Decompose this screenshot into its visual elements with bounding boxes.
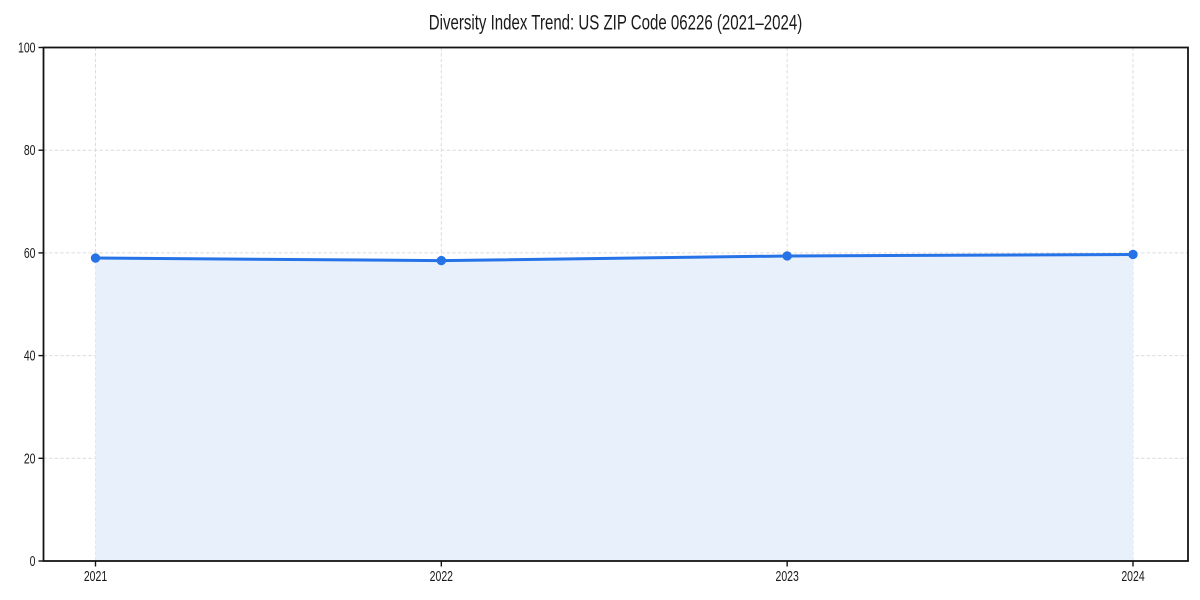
- y-tick-label-60: 60: [24, 244, 36, 261]
- chart-title: Diversity Index Trend: US ZIP Code 06226…: [429, 10, 802, 34]
- trend-line: [94, 252, 1135, 263]
- data-point-2022: [436, 255, 447, 266]
- x-tick-label-2021: 2021: [84, 567, 107, 584]
- y-tick-label-20: 20: [24, 449, 36, 466]
- x-tick-label-2024: 2024: [1121, 567, 1144, 584]
- y-tick-label-80: 80: [24, 141, 36, 158]
- data-point-2024: [1128, 249, 1138, 260]
- x-tick-label-2022: 2022: [430, 567, 453, 584]
- y-tick-label-100: 100: [18, 39, 36, 56]
- data-point-2023: [782, 251, 792, 261]
- y-tick-label-40: 40: [24, 347, 36, 364]
- plot-border: [42, 46, 1189, 562]
- data-point-2021: [90, 253, 101, 263]
- plot-area: 0 20 40 60 80 100 2021 2022 2023 2024: [18, 39, 1189, 584]
- y-tick-label-0: 0: [30, 552, 36, 569]
- x-tick-label-2023: 2023: [775, 567, 798, 584]
- area-fill: [95, 254, 1133, 562]
